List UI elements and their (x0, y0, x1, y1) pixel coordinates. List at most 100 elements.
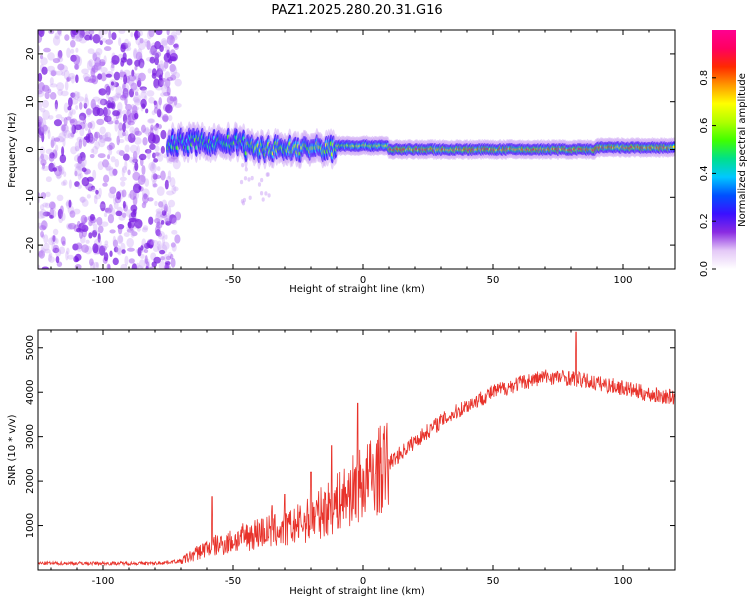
noise-blob (162, 235, 166, 246)
noise-blob (126, 58, 133, 66)
noise-blob (90, 98, 96, 110)
noise-blob (173, 186, 179, 192)
noise-blob (48, 256, 55, 263)
noise-blob (127, 221, 132, 229)
noise-blob (132, 150, 138, 161)
noise-blob (161, 241, 170, 251)
noise-blob (162, 65, 167, 72)
noise-blob (153, 124, 158, 131)
noise-blob (115, 210, 123, 217)
noise-blob (167, 205, 172, 217)
noise-blob (118, 37, 122, 47)
noise-blob (128, 78, 135, 86)
noise-blob (48, 252, 53, 258)
noise-blob (89, 258, 94, 266)
noise-blob (88, 187, 97, 192)
colorbar-label: Normalized spectral amplitude (737, 73, 748, 227)
noise-blob (122, 82, 126, 90)
noise-blob (38, 72, 43, 82)
noise-blob (133, 94, 142, 104)
noise-blob (112, 239, 118, 248)
noise-blob (77, 155, 81, 162)
noise-blob (104, 240, 109, 246)
spectrogram-y-tick-label: 20 (25, 48, 36, 61)
noise-blob (38, 155, 45, 163)
noise-blob (149, 163, 157, 174)
noise-blob (43, 124, 48, 135)
noise-blob (114, 92, 122, 99)
noise-blob (96, 216, 103, 226)
noise-blob (38, 30, 45, 38)
noise-blob (137, 174, 146, 186)
noise-blob (47, 52, 55, 61)
noise-blob (131, 87, 139, 93)
noise-blob (134, 65, 138, 71)
noise-blob (75, 242, 83, 250)
noise-blob (48, 115, 54, 120)
noise-blob (171, 229, 178, 235)
noise-blob (103, 115, 112, 123)
noise-blob (52, 228, 59, 236)
noise-blob (92, 229, 98, 238)
noise-blob (158, 74, 163, 81)
noise-blob (112, 168, 118, 176)
noise-blob (71, 124, 77, 135)
noise-blob (44, 86, 51, 91)
noise-blob (81, 199, 89, 207)
noise-blob (134, 98, 141, 106)
noise-blob (160, 220, 165, 225)
noise-blob (59, 154, 67, 164)
noise-blob (50, 235, 57, 245)
colorbar: 0.0 0.2 0.4 0.6 0.8 Normalized spectral ampl… (699, 30, 748, 277)
noise-blob (160, 256, 165, 261)
noise-blob (54, 99, 58, 110)
noise-blob (81, 177, 90, 187)
noise-blob (126, 42, 132, 48)
noise-blob (108, 30, 112, 40)
noise-blob (160, 145, 165, 154)
noise-blob (102, 182, 108, 187)
snr-panel: -100 -50 0 50 100 1000 2000 3000 4000 5000 Height… (7, 329, 676, 597)
noise-blob (82, 73, 91, 81)
noise-blob (160, 92, 166, 97)
noise-blob (133, 48, 138, 59)
noise-blob (92, 52, 97, 58)
noise-blob (75, 105, 79, 110)
noise-blob (157, 243, 161, 253)
noise-blob (105, 162, 111, 172)
noise-blob (83, 76, 91, 83)
noise-blob (161, 210, 167, 216)
noise-blob (118, 30, 126, 34)
noise-blob (40, 159, 47, 166)
noise-blob (113, 246, 119, 253)
noise-blob (55, 144, 59, 152)
noise-blob (53, 119, 62, 127)
noise-blob (154, 145, 160, 153)
noise-blob (93, 194, 98, 205)
noise-blob (108, 207, 116, 218)
noise-blob (89, 75, 97, 83)
noise-blob (103, 212, 108, 218)
noise-blob (51, 242, 56, 252)
noise-blob (124, 255, 129, 266)
noise-blob (118, 214, 126, 221)
noise-blob (38, 90, 43, 95)
noise-blob (97, 225, 104, 234)
noise-blob (38, 116, 43, 125)
noise-blob (120, 44, 126, 53)
noise-blob (164, 179, 169, 190)
noise-blob (95, 189, 99, 195)
noise-blob (142, 225, 149, 231)
noise-blob (88, 59, 94, 68)
noise-blob (140, 245, 144, 251)
noise-blob (146, 40, 151, 51)
noise-blob (118, 139, 125, 144)
noise-blob (54, 103, 58, 112)
noise-blob (68, 72, 76, 80)
noise-blob (165, 220, 171, 226)
noise-blob (106, 136, 113, 143)
noise-blob (68, 222, 77, 230)
noise-blob (42, 109, 50, 120)
noise-blob (41, 165, 50, 172)
noise-blob (63, 69, 70, 80)
